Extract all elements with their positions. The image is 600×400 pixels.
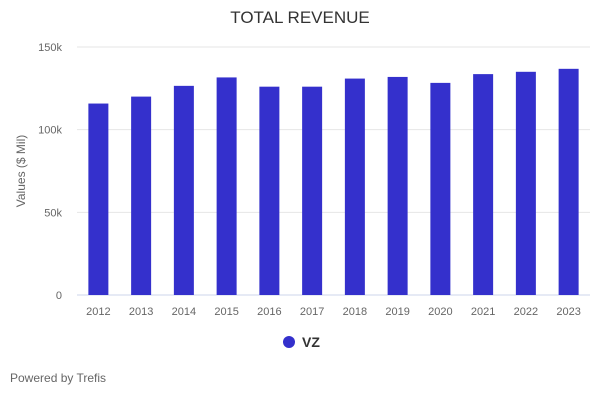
bar-2021[interactable]	[473, 74, 494, 295]
powered-by-credit[interactable]: Powered by Trefis	[10, 371, 107, 385]
bar-2013[interactable]	[131, 96, 152, 295]
y-axis-label: Values ($ Mil)	[14, 135, 28, 207]
x-tick-label: 2014	[172, 306, 196, 318]
bar-2015[interactable]	[216, 77, 237, 296]
bar-2012[interactable]	[88, 103, 109, 295]
bar-2023[interactable]	[558, 68, 579, 295]
x-tick-label: 2020	[428, 306, 452, 318]
y-tick-label: 50k	[44, 207, 62, 219]
bar-2022[interactable]	[515, 71, 536, 295]
chart-title: TOTAL REVENUE	[230, 8, 370, 27]
x-tick-label: 2015	[214, 306, 238, 318]
x-tick-label: 2022	[514, 306, 538, 318]
x-tick-label: 2019	[385, 306, 409, 318]
bar-2017[interactable]	[302, 86, 323, 296]
x-tick-label: 2016	[257, 306, 281, 318]
legend-item-vz[interactable]: VZ	[302, 334, 320, 350]
y-tick-label: 0	[56, 290, 62, 302]
bar-2019[interactable]	[387, 76, 408, 296]
x-tick-label: 2012	[86, 306, 110, 318]
y-tick-label: 150k	[38, 42, 62, 54]
bar-2016[interactable]	[259, 86, 280, 296]
bar-2020[interactable]	[430, 82, 451, 295]
legend-marker	[283, 336, 295, 348]
x-tick-label: 2013	[129, 306, 153, 318]
x-tick-label: 2017	[300, 306, 324, 318]
bar-2014[interactable]	[173, 85, 194, 295]
x-tick-label: 2018	[343, 306, 367, 318]
x-tick-label: 2023	[556, 306, 580, 318]
y-tick-label: 100k	[38, 125, 62, 137]
bar-2018[interactable]	[344, 78, 365, 295]
x-tick-label: 2021	[471, 306, 495, 318]
